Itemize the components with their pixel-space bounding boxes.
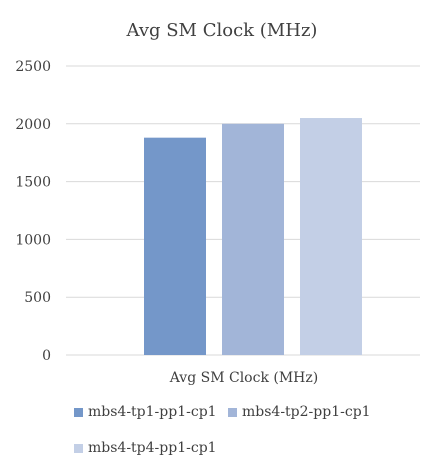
bars <box>144 118 362 356</box>
y-tick-label: 1500 <box>15 175 51 191</box>
legend-item-3: mbs4-tp4-pp1-cp1 <box>74 440 217 456</box>
bar-3 <box>300 118 362 356</box>
bar-1 <box>144 137 206 355</box>
x-category-label: Avg SM Clock (MHz) <box>169 370 318 386</box>
y-tick-label: 500 <box>24 290 51 306</box>
y-tick-label: 2000 <box>15 117 51 133</box>
legend-item-1: mbs4-tp1-pp1-cp1 <box>74 404 217 420</box>
y-tick-label: 0 <box>42 348 51 364</box>
bar-2 <box>222 123 284 355</box>
y-tick-label: 1000 <box>15 232 51 248</box>
y-tick-label: 2500 <box>15 59 51 75</box>
y-axis-ticks: 0 500 1000 1500 2000 2500 <box>15 59 51 364</box>
legend-swatch-2 <box>228 407 237 417</box>
legend-label-3: mbs4-tp4-pp1-cp1 <box>88 440 217 456</box>
legend-swatch-1 <box>74 407 83 417</box>
legend-item-2: mbs4-tp2-pp1-cp1 <box>228 404 371 420</box>
legend-swatch-3 <box>74 443 83 453</box>
legend-label-1: mbs4-tp1-pp1-cp1 <box>88 404 217 420</box>
legend-label-2: mbs4-tp2-pp1-cp1 <box>242 404 371 420</box>
chart-title: Avg SM Clock (MHz) <box>126 20 318 41</box>
